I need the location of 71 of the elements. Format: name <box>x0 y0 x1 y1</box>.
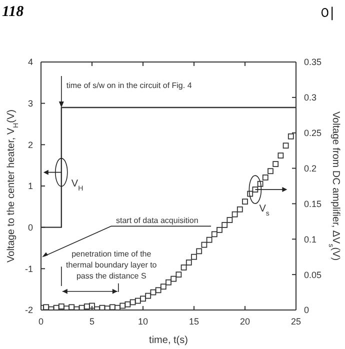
point <box>222 222 228 228</box>
point <box>166 279 172 286</box>
x-tick-label: 5 <box>89 316 95 326</box>
annotation: penetration time of the thermal boundary layer to pass the distance S <box>66 249 158 280</box>
point <box>226 217 233 223</box>
point <box>160 284 166 290</box>
y2-tick-label: 0 <box>304 305 310 316</box>
x-tick-label: 10 <box>138 316 148 326</box>
point <box>201 242 208 248</box>
y2-tick-label: 0.3 <box>304 92 317 103</box>
point <box>288 133 294 140</box>
point <box>120 302 126 309</box>
y-tick-label: 2 <box>28 140 33 150</box>
annotation: time of s/w on in the circuit of Fig. 4 <box>66 81 192 90</box>
point <box>145 292 152 299</box>
point <box>58 304 64 310</box>
annotation: start of data acquisition <box>116 216 198 226</box>
y-tick-label: -2 <box>24 305 33 316</box>
point <box>68 304 75 310</box>
series-label: V$_{H}$ <box>71 178 84 192</box>
point <box>176 272 182 278</box>
y-tick-label: 0 <box>28 222 33 233</box>
point <box>180 264 187 270</box>
point <box>186 260 192 266</box>
point <box>109 304 116 310</box>
point <box>84 304 90 310</box>
point <box>140 296 146 302</box>
point <box>282 142 289 149</box>
point <box>236 206 243 212</box>
point <box>78 304 85 310</box>
point <box>262 174 268 180</box>
x-tick-label: 20 <box>240 316 250 326</box>
y2-tick-label: 0.25 <box>304 128 322 138</box>
point <box>206 236 212 243</box>
y2-tick-label: 0.35 <box>304 57 322 68</box>
point <box>99 304 106 310</box>
point <box>130 299 136 306</box>
point <box>216 226 222 233</box>
point <box>191 254 197 260</box>
point <box>150 289 156 296</box>
x-tick-label: 15 <box>188 316 200 326</box>
x-tick-label: 25 <box>290 316 302 326</box>
x-tick-label: 0 <box>38 316 44 326</box>
y-tick-label: -1 <box>24 264 33 274</box>
y-tick-label: 1 <box>28 181 33 192</box>
point <box>211 231 218 238</box>
y-tick-label: 4 <box>28 57 33 68</box>
point <box>155 287 162 294</box>
point <box>196 248 202 254</box>
point <box>89 302 95 309</box>
y-tick-label: 3 <box>28 98 33 109</box>
point <box>272 161 279 167</box>
text: 118 <box>2 4 24 21</box>
point <box>43 304 50 310</box>
y2-tick-label: 0.1 <box>304 234 317 244</box>
y2-tick-label: 0.05 <box>304 270 322 280</box>
point <box>124 301 131 308</box>
y2-tick-label: 0.2 <box>304 163 317 174</box>
point <box>257 180 264 187</box>
point <box>53 304 60 310</box>
point <box>268 168 274 174</box>
y2-tick-label: 0.15 <box>304 198 322 209</box>
x-axis-title: time, t(s) <box>149 335 188 346</box>
point <box>278 152 284 158</box>
text: 이 <box>320 4 335 23</box>
point <box>242 198 248 205</box>
point <box>170 276 177 282</box>
series-label: V$_{s}$ <box>259 204 270 218</box>
point <box>134 298 141 304</box>
point <box>247 190 254 197</box>
point <box>232 211 238 218</box>
